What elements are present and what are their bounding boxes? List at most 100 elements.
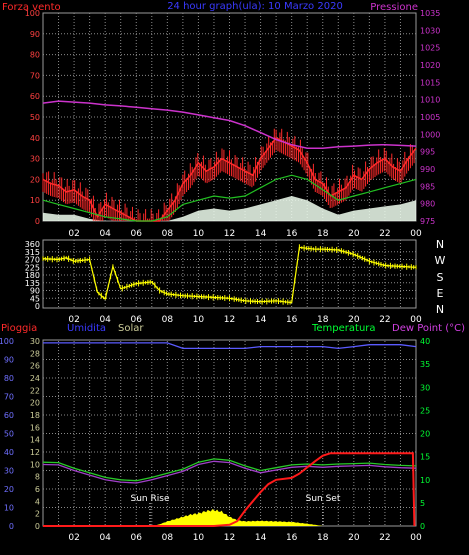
x-tick-label: 08	[162, 315, 174, 325]
temperature-y-tick-label: 20	[420, 430, 430, 439]
humidity-y-tick-label: 50	[4, 430, 14, 439]
label-dewpoint: Dew Point (°C)	[392, 323, 465, 334]
wind-y-tick-label: 70	[30, 71, 40, 80]
compass-s: S	[437, 271, 444, 284]
humidity-line	[43, 342, 417, 350]
x-tick-label: 22	[379, 315, 390, 325]
x-tick-label: 02	[68, 315, 79, 325]
label-temperatura: Temperatura	[311, 323, 376, 334]
humidity-y-tick-label: 0	[9, 522, 14, 531]
x-tick-label: 16	[286, 315, 298, 325]
compass-n-bottom: N	[436, 303, 444, 316]
rain-y-tick-label: 28	[30, 349, 40, 358]
pressure-y-tick-label: 990	[420, 165, 435, 174]
wind-y-tick-label: 50	[30, 113, 40, 122]
wind-y-tick-label: 90	[30, 30, 40, 39]
pressure-y-tick-label: 1005	[420, 113, 440, 122]
header-center-title: 24 hour graph(ula): 10 Marzo 2020	[167, 1, 343, 12]
x-tick-label: 00	[410, 315, 422, 325]
pressure-y-tick-label: 980	[420, 200, 435, 209]
sunrise-label: Sun Rise	[131, 494, 170, 504]
humidity-y-tick-label: 90	[4, 356, 14, 365]
direction-line	[42, 246, 417, 304]
x-tick-label: 22	[379, 229, 390, 239]
humidity-y-tick-label: 70	[4, 393, 14, 402]
temperature-y-tick-label: 0	[420, 522, 425, 531]
wind-y-tick-label: 10	[30, 196, 40, 205]
direction-y-tick-label: 90	[30, 287, 40, 296]
label-pioggia: Pioggia	[1, 323, 37, 334]
x-tick-label: 08	[162, 229, 174, 239]
wind-y-tick-label: 40	[30, 134, 40, 143]
rain-y-tick-label: 26	[30, 362, 40, 371]
direction-y-tick-label: 225	[25, 263, 40, 272]
pressure-y-tick-label: 1000	[420, 130, 440, 139]
pressure-y-tick-label: 1020	[420, 61, 440, 70]
temperature-y-tick-label: 10	[420, 476, 430, 485]
x-tick-label: 12	[224, 315, 235, 325]
pressure-y-tick-label: 1015	[420, 78, 440, 87]
direction-y-tick-label: 360	[25, 240, 40, 249]
rain-y-tick-label: 4	[35, 497, 40, 506]
rain-y-tick-label: 16	[30, 423, 40, 432]
solar-area	[43, 509, 416, 526]
dewpoint-line	[42, 460, 417, 484]
temperature-line	[42, 458, 417, 482]
x-tick-label: 04	[99, 315, 111, 325]
x-tick-label: 14	[255, 315, 267, 325]
x-tick-label: 22	[379, 533, 390, 543]
x-tick-label: 10	[193, 533, 205, 543]
x-tick-label: 06	[131, 315, 143, 325]
compass-labels: N W S E N	[435, 238, 446, 316]
direction-y-tick-label: 270	[25, 256, 40, 265]
x-tick-label: 16	[286, 229, 298, 239]
temperature-y-tick-label: 30	[420, 383, 430, 392]
direction-y-tick-label: 180	[25, 271, 40, 280]
x-tick-label: 04	[99, 229, 111, 239]
rain-y-tick-label: 24	[30, 374, 40, 383]
humidity-y-tick-label: 100	[0, 337, 14, 346]
rain-y-tick-label: 2	[35, 510, 40, 519]
x-tick-label: 18	[317, 533, 329, 543]
rain-y-tick-label: 14	[30, 436, 40, 445]
rain-line	[43, 452, 416, 527]
x-tick-label: 16	[286, 533, 298, 543]
x-tick-label: 12	[224, 533, 235, 543]
direction-y-tick-label: 135	[25, 279, 40, 288]
x-tick-label: 20	[348, 229, 360, 239]
humidity-y-tick-label: 20	[4, 485, 14, 494]
x-tick-label: 12	[224, 229, 235, 239]
wind-y-tick-label: 20	[30, 175, 40, 184]
temperature-y-tick-label: 15	[420, 453, 430, 462]
rain-y-tick-label: 6	[35, 485, 40, 494]
label-solar: Solar	[118, 323, 144, 334]
x-tick-label: 00	[410, 229, 422, 239]
pressure-y-tick-label: 995	[420, 148, 435, 157]
rain-y-tick-label: 12	[30, 448, 40, 457]
wind-y-tick-label: 100	[25, 9, 40, 18]
x-tick-label: 02	[68, 533, 79, 543]
rain-y-tick-label: 0	[35, 522, 40, 531]
pressure-line	[42, 100, 417, 149]
wind-y-tick-label: 60	[30, 92, 40, 101]
compass-e: E	[437, 287, 444, 300]
rain-y-tick-label: 30	[30, 337, 40, 346]
wind-min-area	[43, 196, 416, 221]
x-tick-label: 04	[99, 533, 111, 543]
x-tick-label: 06	[131, 229, 143, 239]
x-tick-label: 14	[255, 533, 267, 543]
pressure-y-tick-label: 975	[420, 217, 435, 226]
pressure-y-tick-label: 985	[420, 182, 435, 191]
compass-n-top: N	[436, 238, 444, 251]
pressure-y-tick-label: 1025	[420, 44, 440, 53]
x-tick-label: 14	[255, 229, 267, 239]
temperature-y-tick-label: 35	[420, 360, 430, 369]
humidity-y-tick-label: 80	[4, 374, 14, 383]
header-pressure-title: Pressione	[370, 2, 418, 13]
direction-y-tick-label: 315	[25, 248, 40, 257]
wind-y-tick-label: 80	[30, 51, 40, 60]
x-tick-label: 20	[348, 533, 360, 543]
rain-y-tick-label: 8	[35, 473, 40, 482]
temperature-y-tick-label: 40	[420, 337, 430, 346]
